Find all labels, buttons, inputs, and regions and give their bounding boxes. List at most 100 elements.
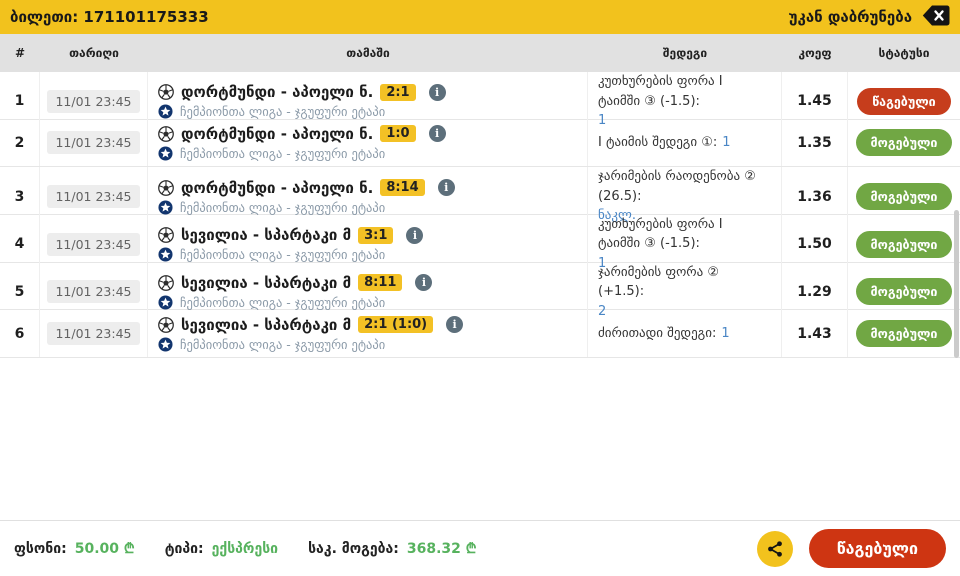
date-badge: 11/01 23:45 — [47, 232, 140, 256]
soccer-ball-icon — [158, 84, 174, 101]
date-badge: 11/01 23:45 — [47, 280, 140, 304]
status-cell: მოგებული — [848, 263, 960, 322]
row-number: 4 — [0, 214, 40, 274]
winnings-group: საკ. მოგება: 368.32 ₾ — [308, 539, 476, 558]
league-icon — [158, 146, 173, 161]
soccer-ball-icon — [158, 126, 174, 142]
score-badge: 1:0 — [380, 125, 416, 143]
league-icon — [158, 295, 173, 310]
match-teams: დორტმუნდი - აპოელი ნ. — [181, 124, 374, 143]
market-text: კუთხურების ფორა I ტაიმში ③ (-1.5): — [598, 216, 723, 252]
info-icon[interactable]: i — [415, 274, 433, 292]
status-cell: წაგებული — [848, 72, 960, 131]
winnings-label: საკ. მოგება: — [308, 540, 399, 557]
game-cell: დორტმუნდი - აპოელი ნ. 8:14 i ჩემპიონთა ლ… — [148, 167, 588, 226]
league-name: ჩემპიონთა ლიგა - ჯგუფური ეტაპი — [180, 247, 386, 263]
soccer-ball-icon — [158, 179, 174, 196]
titlebar: ბილეთი: 171101175333 უკან დაბრუნება — [0, 0, 960, 34]
row-number: 1 — [0, 72, 40, 131]
backspace-icon[interactable] — [922, 5, 950, 30]
table-row: 5 11/01 23:45 სევილია - სპარტაკი მ 8:11 … — [0, 262, 960, 322]
score-badge: 2:1 — [380, 83, 416, 101]
result-cell: I ტაიმის შედეგი ①: 1 — [588, 119, 782, 167]
table-row: 4 11/01 23:45 სევილია - სპარტაკი მ 3:1 i — [0, 214, 960, 274]
date-cell: 11/01 23:45 — [40, 262, 148, 322]
league-line: ჩემპიონთა ლიგა - ჯგუფური ეტაპი — [158, 247, 385, 262]
date-cell: 11/01 23:45 — [40, 72, 148, 131]
scrollbar-thumb[interactable] — [954, 210, 959, 358]
league-line: ჩემპიონთა ლიგა - ჯგუფური ეტაპი — [158, 200, 385, 215]
match-line: სევილია - სპარტაკი მ 8:11 i — [158, 274, 433, 292]
info-icon[interactable]: i — [446, 316, 464, 334]
pick-value: 1 — [722, 135, 731, 151]
result-cell: კუთხურების ფორა I ტაიმში ③ (-1.5): 1 — [588, 72, 782, 131]
date-badge: 11/01 23:45 — [47, 185, 140, 209]
date-badge: 11/01 23:45 — [47, 322, 140, 346]
match-teams: დორტმუნდი - აპოელი ნ. — [181, 178, 374, 197]
footer-bar: ფსონი: 50.00 ₾ ტიპი: ექსპრესი საკ. მოგებ… — [0, 520, 960, 576]
date-cell: 11/01 23:45 — [40, 214, 148, 274]
row-number: 3 — [0, 167, 40, 226]
status-badge: მოგებული — [855, 230, 953, 258]
match-teams: სევილია - სპარტაკი მ — [181, 315, 352, 334]
market-text: ძირითადი შედეგი: — [598, 325, 717, 341]
match-line: სევილია - სპარტაკი მ 2:1 (1:0) i — [158, 315, 464, 334]
game-cell: სევილია - სპარტაკი მ 2:1 (1:0) i ჩემპიონ… — [148, 310, 588, 357]
info-icon[interactable]: i — [428, 125, 446, 143]
type-group: ტიპი: ექსპრესი — [165, 541, 278, 557]
status-cell: მოგებული — [848, 167, 960, 226]
coefficient: 1.36 — [782, 167, 848, 226]
league-line: ჩემპიონთა ლიგა - ჯგუფური ეტაპი — [158, 146, 385, 161]
back-button-label: უკან დაბრუნება — [788, 8, 912, 26]
table-header: # თარიღი თამაში შედეგი კოეფ სტატუსი — [0, 34, 960, 72]
market-text: I ტაიმის შედეგი ①: — [598, 135, 718, 151]
stake-group: ფსონი: 50.00 ₾ — [14, 539, 135, 558]
score-badge: 2:1 (1:0) — [358, 316, 434, 334]
league-line: ჩემპიონთა ლიგა - ჯგუფური ეტაპი — [158, 337, 385, 352]
match-line: სევილია - სპარტაკი მ 3:1 i — [158, 226, 424, 244]
coefficient: 1.45 — [782, 72, 848, 131]
col-header-status: სტატუსი — [878, 46, 930, 60]
status-badge: მოგებული — [855, 278, 953, 306]
date-cell: 11/01 23:45 — [40, 310, 148, 357]
league-name: ჩემპიონთა ლიგა - ჯგუფური ეტაპი — [180, 145, 386, 161]
share-button[interactable] — [756, 530, 793, 567]
info-icon[interactable]: i — [437, 179, 455, 197]
date-badge: 11/01 23:45 — [47, 131, 140, 155]
market-text: ჯარიმების ფორა ② (+1.5): — [598, 264, 720, 300]
pick-value: 1 — [598, 113, 607, 128]
match-teams: დორტმუნდი - აპოელი ნ. — [181, 83, 374, 102]
coefficient: 1.43 — [782, 310, 848, 357]
league-name: ჩემპიონთა ლიგა - ჯგუფური ეტაპი — [180, 199, 386, 215]
pick-value: 1 — [598, 255, 607, 271]
result-cell: კუთხურების ფორა I ტაიმში ③ (-1.5): 1 — [588, 214, 782, 274]
score-badge: 3:1 — [358, 226, 394, 244]
match-line: დორტმუნდი - აპოელი ნ. 2:1 i — [158, 83, 446, 101]
league-line: ჩემპიონთა ლიგა - ჯგუფური ეტაპი — [158, 295, 385, 310]
row-number: 2 — [0, 119, 40, 167]
back-button[interactable]: უკან დაბრუნება — [789, 5, 950, 30]
winnings-value: 368.32 ₾ — [406, 541, 477, 557]
coefficient: 1.35 — [782, 119, 848, 167]
col-header-result: შედეგი — [662, 46, 708, 60]
pick-value: ნაკლ. — [598, 208, 636, 224]
soccer-ball-icon — [158, 316, 174, 333]
ticket-result-button[interactable]: წაგებული — [808, 529, 946, 568]
result-cell: ძირითადი შედეგი: 1 — [588, 310, 782, 357]
info-icon[interactable]: i — [406, 226, 424, 244]
row-number: 5 — [0, 262, 40, 322]
share-icon — [767, 540, 782, 557]
league-icon — [158, 337, 173, 352]
league-name: ჩემპიონთა ლიგა - ჯგუფური ეტაპი — [180, 294, 386, 310]
table-row: 1 11/01 23:45 დორტმუნდი - აპოელი ნ. 2:1 … — [0, 72, 960, 131]
status-badge: მოგებული — [855, 320, 953, 348]
league-icon — [158, 200, 173, 215]
market-text: კუთხურების ფორა I ტაიმში ③ (-1.5): — [598, 74, 723, 109]
info-icon[interactable]: i — [428, 83, 446, 101]
game-cell: სევილია - სპარტაკი მ 8:11 i ჩემპიონთა ლი… — [148, 262, 588, 322]
game-cell: დორტმუნდი - აპოელი ნ. 1:0 i ჩემპიონთა ლი… — [148, 119, 588, 167]
coefficient: 1.50 — [782, 214, 848, 274]
bet-type-label: ტიპი: — [164, 540, 204, 557]
table-row: 6 11/01 23:45 სევილია - სპარტაკი მ 2:1 (… — [0, 310, 960, 358]
league-name: ჩემპიონთა ლიგა - ჯგუფური ეტაპი — [180, 336, 386, 352]
